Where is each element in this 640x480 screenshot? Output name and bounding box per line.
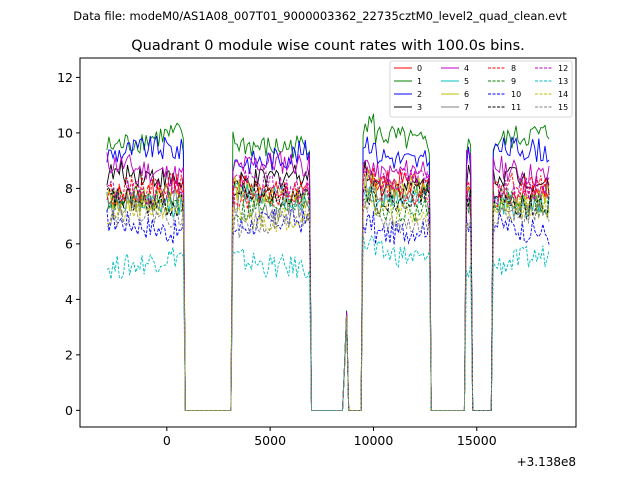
series-line-5 <box>106 182 550 411</box>
legend-label-8: 8 <box>511 64 516 73</box>
y-tick-label-6: 6 <box>65 236 73 251</box>
series-line-10 <box>106 208 550 411</box>
series-line-7 <box>106 172 550 411</box>
legend-label-0: 0 <box>417 64 422 73</box>
x-tick-label-10000: 10000 <box>354 433 394 448</box>
axes-frame <box>79 57 577 428</box>
x-tick-label-5000: 5000 <box>254 433 286 448</box>
series-line-11 <box>106 180 550 411</box>
legend-box <box>389 60 573 118</box>
legend-label-15: 15 <box>558 103 568 112</box>
legend-label-6: 6 <box>464 90 469 99</box>
series-line-13 <box>106 234 550 411</box>
legend-label-1: 1 <box>417 77 422 86</box>
y-tick-label-2: 2 <box>65 347 73 362</box>
legend-label-12: 12 <box>558 64 568 73</box>
legend-label-9: 9 <box>511 77 516 86</box>
legend-label-3: 3 <box>417 103 422 112</box>
legend-label-2: 2 <box>417 90 422 99</box>
legend-label-13: 13 <box>558 77 568 86</box>
y-tick-label-10: 10 <box>57 125 73 140</box>
y-tick-label-8: 8 <box>65 181 73 196</box>
legend-label-4: 4 <box>464 64 469 73</box>
series-line-1 <box>106 113 550 411</box>
data-file-header: Data file: modeM0/AS1A08_007T01_90000033… <box>73 9 567 23</box>
series-line-9 <box>106 184 550 411</box>
legend-label-14: 14 <box>558 90 568 99</box>
chart-title: Quadrant 0 module wise count rates with … <box>131 38 525 54</box>
y-tick-label-4: 4 <box>65 292 73 307</box>
x-axis: 0 5000 10000 15000 <box>163 427 497 448</box>
x-offset-label: +3.138e8 <box>517 455 576 469</box>
series-line-4 <box>106 149 550 411</box>
y-tick-label-12: 12 <box>57 70 73 85</box>
y-tick-label-0: 0 <box>65 403 73 418</box>
x-tick-label-15000: 15000 <box>457 433 497 448</box>
series-group <box>106 113 550 411</box>
series-line-15 <box>106 193 550 411</box>
legend-label-10: 10 <box>511 90 521 99</box>
series-line-14 <box>106 188 550 411</box>
x-tick-label-0: 0 <box>163 433 171 448</box>
legend-label-5: 5 <box>464 77 469 86</box>
y-axis: 0 2 4 6 8 10 12 <box>57 70 80 418</box>
legend-label-7: 7 <box>464 103 469 112</box>
legend-label-11: 11 <box>511 103 521 112</box>
